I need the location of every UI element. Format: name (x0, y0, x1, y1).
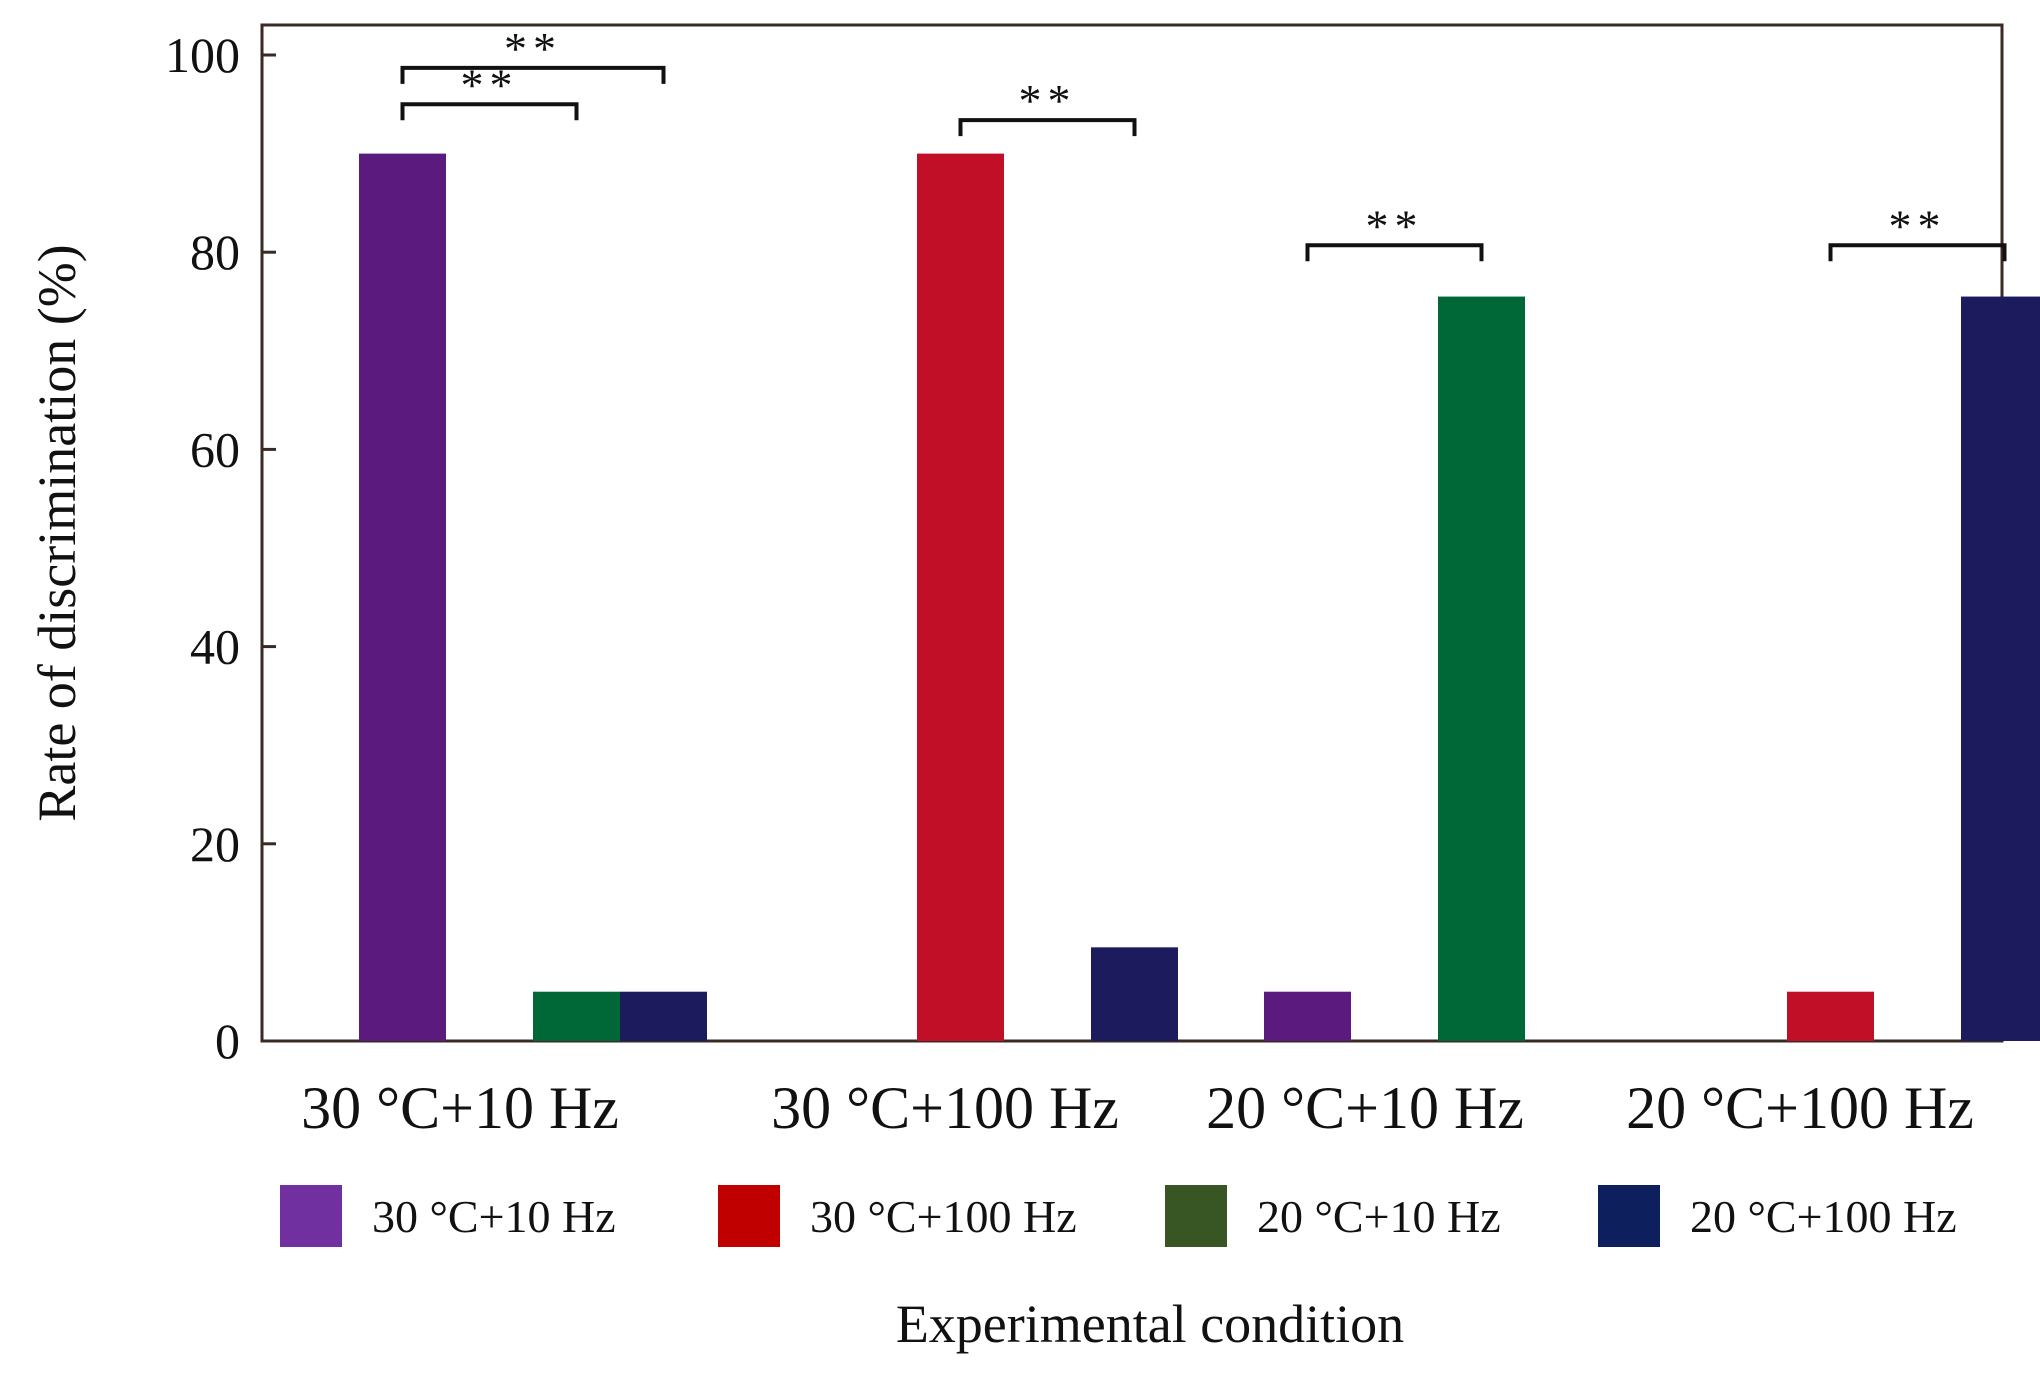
significance-bracket (958, 118, 1137, 137)
significance-label: ** (1019, 75, 1077, 126)
significance-bracket (1305, 243, 1484, 262)
legend-label: 20 °C+10 Hz (1257, 1191, 1501, 1242)
significance-label: ** (504, 23, 562, 74)
bar (1438, 296, 1525, 1041)
bar (917, 153, 1004, 1042)
significance-bracket (1828, 243, 2007, 262)
x-tick-label: 30 °C+100 Hz (771, 1075, 1119, 1141)
x-tick-label: 30 °C+10 Hz (301, 1075, 619, 1141)
significance-label: ** (1366, 200, 1424, 251)
legend-swatch (718, 1185, 780, 1247)
x-tick-label: 20 °C+10 Hz (1206, 1075, 1524, 1141)
bar-series (359, 153, 2040, 1042)
x-axis-tick-labels: 30 °C+10 Hz 30 °C+100 Hz 20 °C+10 Hz 20 °C+… (301, 1075, 1974, 1141)
y-tick-label: 40 (190, 619, 240, 675)
legend-label: 20 °C+100 Hz (1690, 1191, 1957, 1242)
x-tick-label: 20 °C+100 Hz (1626, 1075, 1974, 1141)
x-axis-label: Experimental condition (896, 1294, 1404, 1354)
legend-swatch (1598, 1185, 1660, 1247)
y-tick-label: 100 (165, 27, 240, 83)
significance-label: ** (1889, 200, 1947, 251)
y-tick-label: 60 (190, 421, 240, 477)
plot-frame (260, 23, 2004, 1043)
bar (533, 991, 620, 1041)
y-axis-ticks: 0 20 40 60 80 100 (165, 27, 276, 1069)
y-tick-label: 0 (215, 1013, 240, 1069)
significance-brackets: ******** ** (400, 23, 2007, 262)
legend-swatch (280, 1185, 342, 1247)
y-axis-label: Rate of discrimination (%) (27, 244, 87, 821)
legend-swatch (1165, 1185, 1227, 1247)
significance-bracket (400, 65, 666, 84)
legend: 30 °C+10 Hz 30 °C+100 Hz 20 °C+10 Hz 20 °C+… (280, 1185, 1957, 1247)
legend-label: 30 °C+10 Hz (372, 1191, 616, 1242)
legend-label: 30 °C+100 Hz (810, 1191, 1077, 1242)
significance-bracket (400, 102, 579, 121)
bar (1787, 991, 1874, 1041)
bar (620, 991, 707, 1041)
bar (1961, 296, 2040, 1041)
bar (1091, 947, 1178, 1041)
y-tick-label: 80 (190, 224, 240, 280)
bar (359, 153, 446, 1042)
y-tick-label: 20 (190, 816, 240, 872)
bar (1264, 991, 1351, 1041)
